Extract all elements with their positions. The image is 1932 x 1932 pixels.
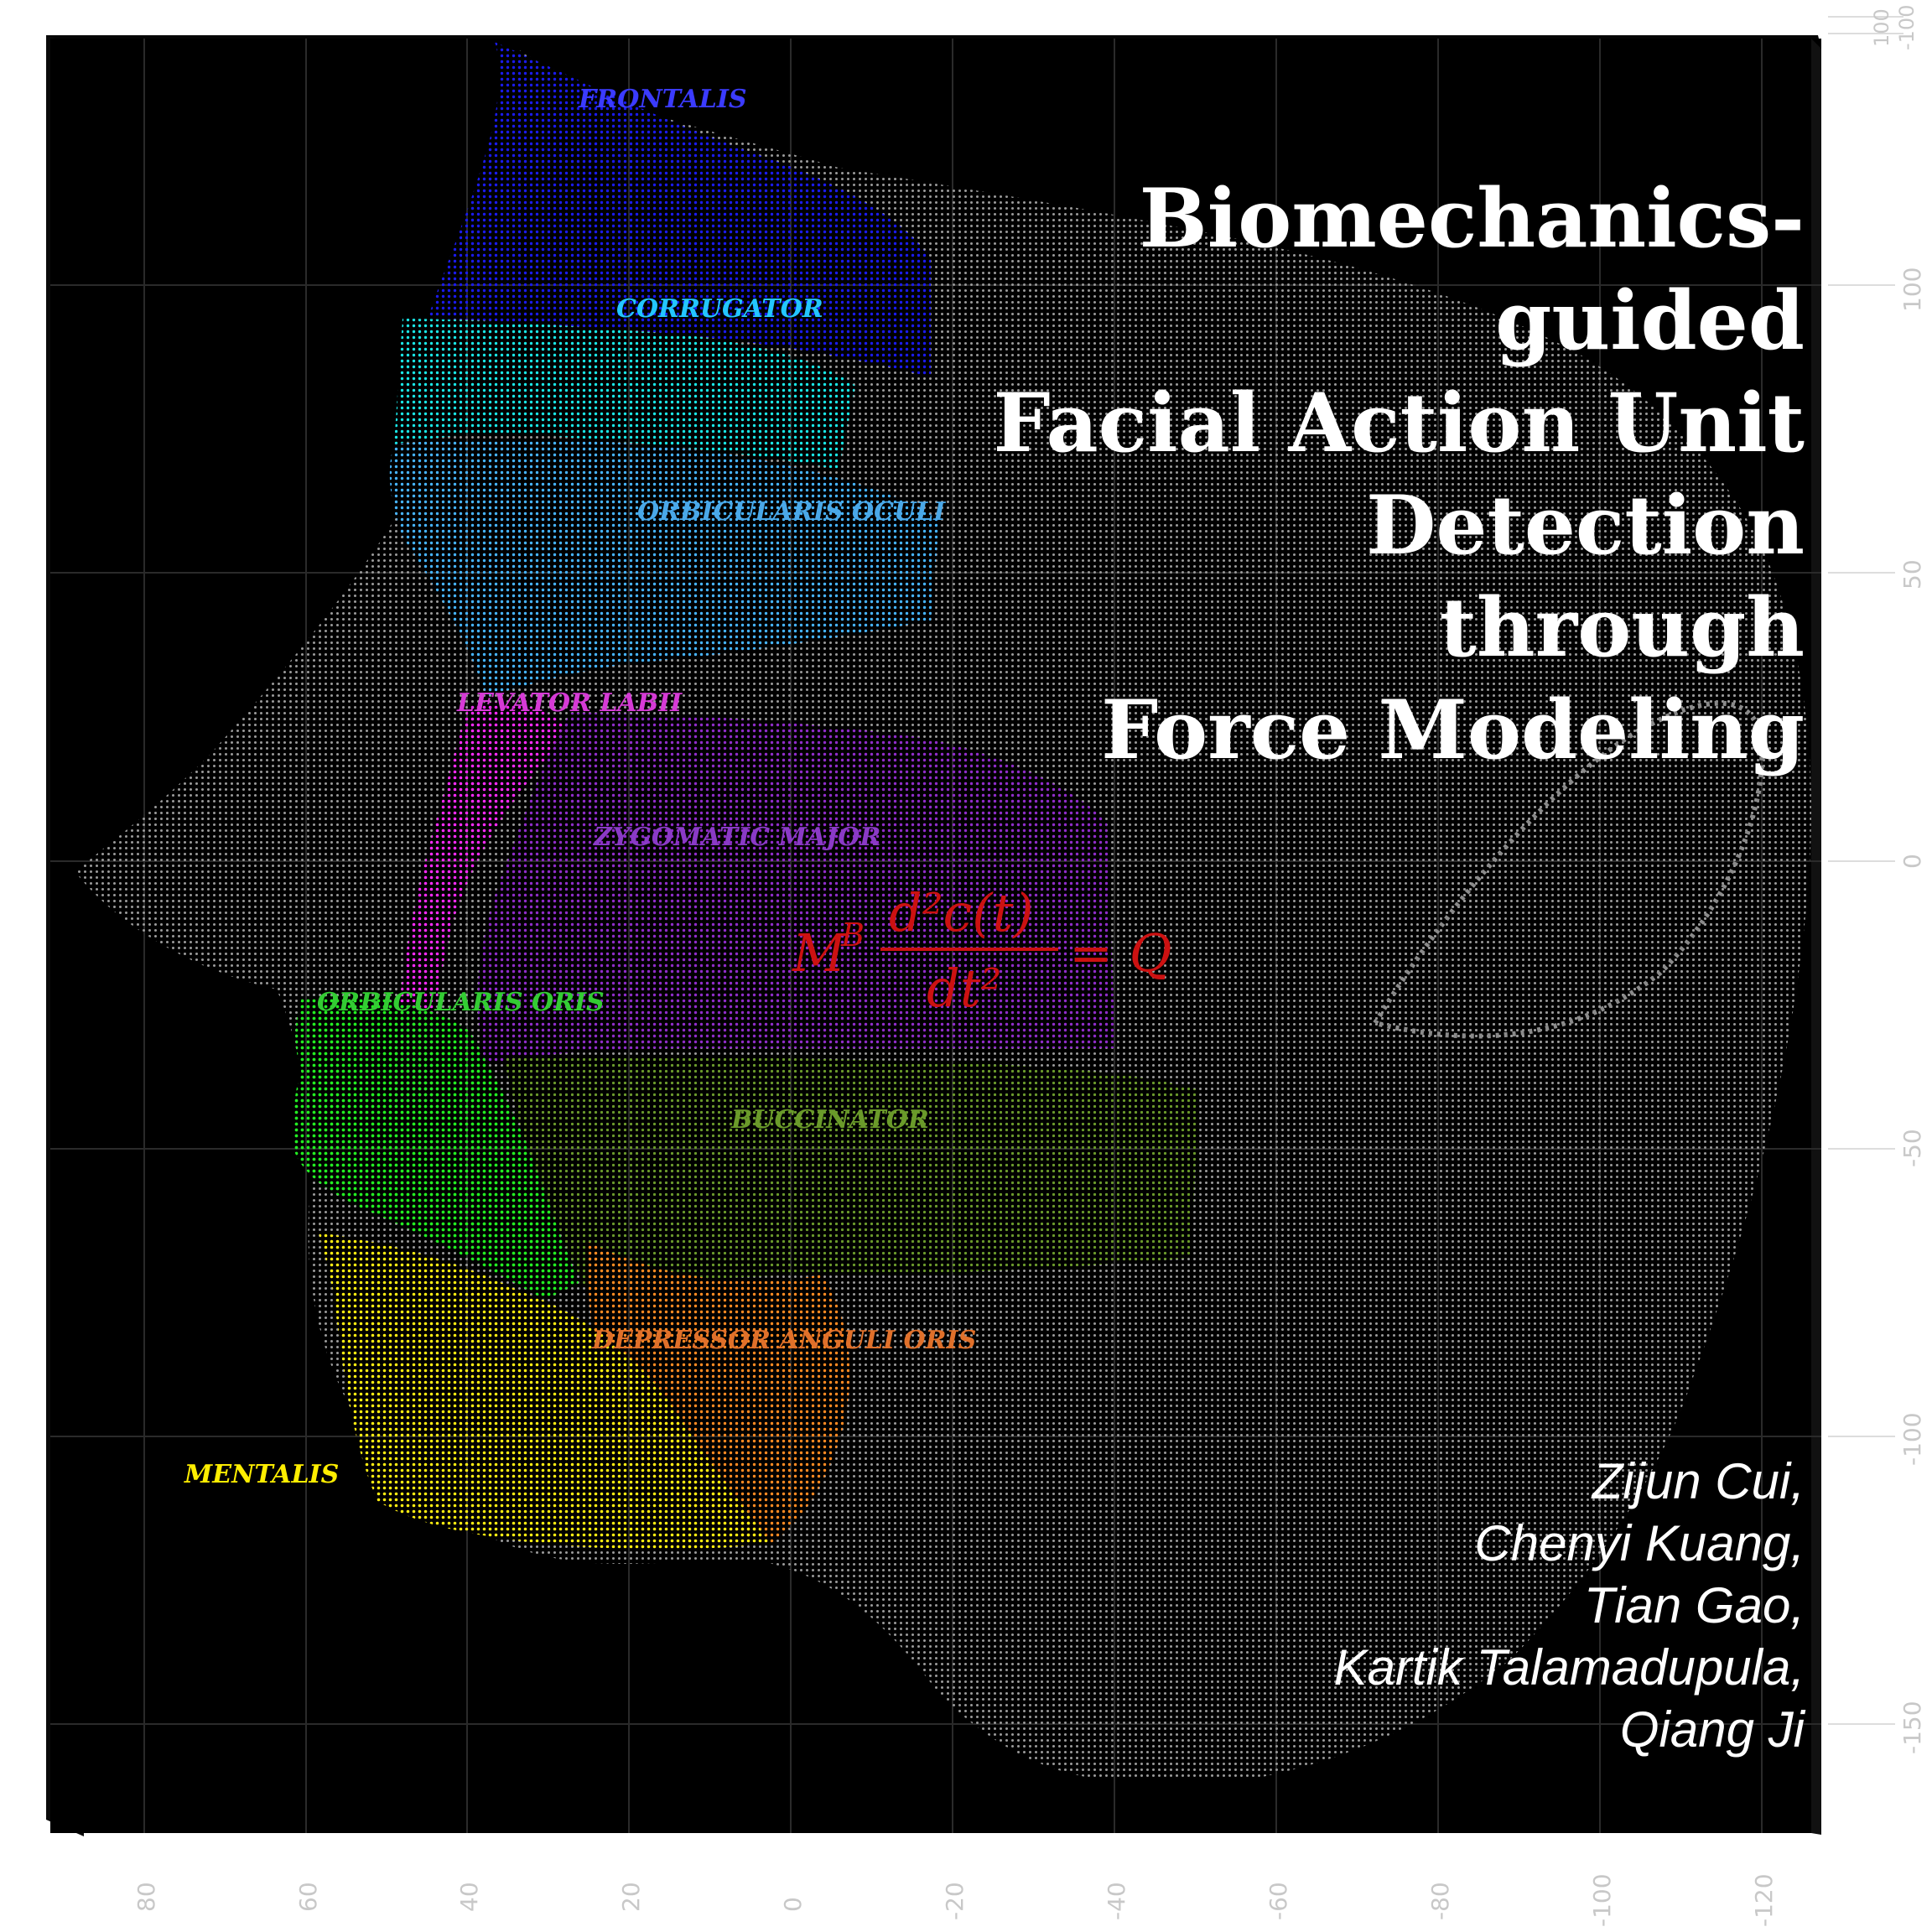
axis-bottom-tick: 20	[617, 1882, 645, 1912]
author-name: Tian Gao,	[1584, 1577, 1805, 1633]
axis-right-tick: -150	[1898, 1701, 1926, 1754]
title-line: Facial Action Unit	[993, 376, 1805, 470]
author-name: Zijun Cui,	[1592, 1453, 1805, 1509]
equation-lhs-superscript: B	[840, 917, 865, 953]
label-zygomatic-major: ZYGOMATIC MAJOR	[593, 823, 880, 852]
force-equation: M B d²c(t) dt² = Q	[792, 882, 1172, 1019]
axis-bottom-tick: 60	[294, 1882, 322, 1912]
region-orbicularis-oris	[293, 995, 579, 1300]
title-line: through	[1439, 580, 1805, 675]
muscle-labels: FRONTALIS CORRUGATOR ORBICULARIS OCULI L…	[184, 85, 976, 1489]
axis-right-tick: -100	[1898, 1412, 1926, 1466]
label-buccinator: BUCCINATOR	[730, 1105, 929, 1135]
axis-bottom-tick: 0	[779, 1897, 807, 1912]
axis-right-tick: 0	[1898, 854, 1926, 869]
axis-right-tick: 100	[1898, 267, 1926, 312]
axis-bottom-tick: -40	[1103, 1882, 1130, 1920]
region-zygomatic-major	[477, 713, 1115, 1065]
muscle-regions	[293, 42, 1199, 1550]
label-mentalis: MENTALIS	[184, 1460, 339, 1489]
axis-bottom-tick: -60	[1265, 1882, 1292, 1920]
label-orbicularis-oris: ORBICULARIS ORIS	[317, 988, 605, 1017]
author-list: Zijun Cui, Chenyi Kuang, Tian Gao, Karti…	[1050, 1451, 1805, 1761]
equation-numerator: d²c(t)	[889, 882, 1034, 943]
region-corrugator	[394, 319, 855, 470]
region-buccinator	[503, 1057, 1199, 1291]
axis-bottom-tick: -120	[1750, 1873, 1778, 1927]
axis-bottom-tick: -20	[941, 1882, 969, 1920]
label-depressor-anguli-oris: DEPRESSOR ANGULI ORIS	[591, 1326, 976, 1355]
equation-denominator: dt²	[927, 958, 1001, 1019]
region-frontalis	[428, 42, 931, 377]
axis-bottom-tick: -80	[1426, 1882, 1454, 1920]
title-line: Biomechanics-guided	[1139, 171, 1805, 368]
plot-box-right-edge	[1811, 39, 1821, 1835]
axis-bottom-tick: -100	[1588, 1873, 1616, 1927]
author-name: Qiang Ji	[1619, 1701, 1805, 1758]
label-corrugator: CORRUGATOR	[616, 294, 823, 324]
axis-top-right: 100 -100	[1828, 5, 1919, 50]
equation-lhs-symbol: M	[792, 922, 847, 984]
axis-bottom-tick: 80	[132, 1882, 160, 1912]
axis-bottom-tick: 40	[455, 1882, 483, 1912]
title-line: Detection	[1366, 478, 1805, 573]
paper-title: Biomechanics-guided Facial Action Unit D…	[882, 168, 1805, 782]
label-frontalis: FRONTALIS	[578, 85, 747, 114]
author-name: Chenyi Kuang,	[1474, 1515, 1805, 1571]
axis-top-right-tick: -100	[1895, 5, 1919, 50]
title-line: Force Modeling	[1101, 683, 1805, 777]
axis-right-tick: -50	[1898, 1129, 1926, 1167]
axis-right: 100 50 0 -50 -100 -150	[1828, 267, 1926, 1754]
axis-top-right-tick: 100	[1870, 8, 1893, 47]
label-levator-labii: LEVATOR LABII	[456, 688, 683, 718]
region-orbicularis-oculi	[389, 439, 940, 696]
axis-bottom: 80 60 40 20 0 -20 -40 -60 -80 -100 -120	[132, 1873, 1778, 1927]
axis-right-tick: 50	[1898, 559, 1926, 589]
region-mentalis	[319, 1233, 771, 1550]
equation-rhs: = Q	[1069, 922, 1172, 984]
label-orbicularis-oculi: ORBICULARIS OCULI	[637, 497, 946, 527]
author-name: Kartik Talamadupula,	[1333, 1639, 1805, 1696]
